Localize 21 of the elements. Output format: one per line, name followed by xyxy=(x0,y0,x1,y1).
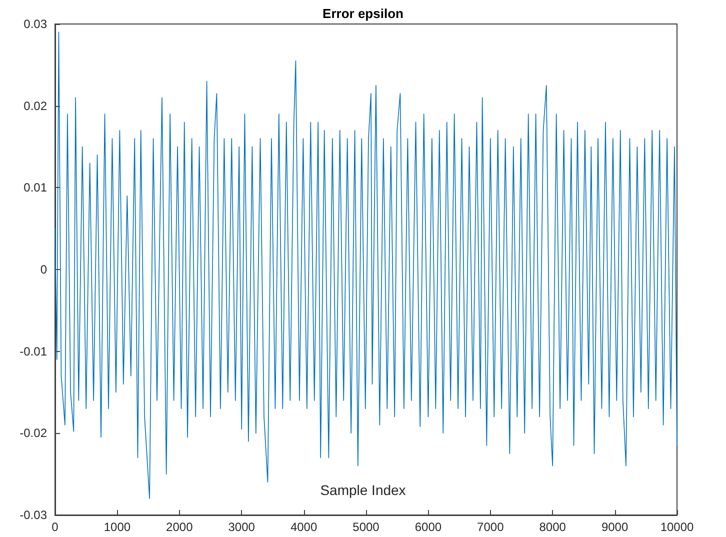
x-tick-label: 9000 xyxy=(601,520,628,534)
x-tick-label: 0 xyxy=(52,520,59,534)
y-tick-label: 0.02 xyxy=(24,98,48,113)
y-tick-label: 0 xyxy=(40,262,48,276)
y-tick-label: -0.01 xyxy=(20,344,48,358)
x-tick-label: 3000 xyxy=(228,520,256,534)
x-tick-label: 5000 xyxy=(352,520,380,534)
x-tick-label: 4000 xyxy=(290,520,318,534)
line-series xyxy=(54,32,678,500)
x-tick-label: 6000 xyxy=(414,520,442,534)
x-tick-label: 1000 xyxy=(104,520,131,534)
x-tick-label: 7000 xyxy=(477,520,504,534)
chart-title: Error epsilon xyxy=(322,6,404,21)
x-tick-label: 10000 xyxy=(660,520,694,534)
y-tick-label: -0.03 xyxy=(20,508,48,522)
x-tick-label: 8000 xyxy=(539,520,566,534)
y-tick-label: 0.03 xyxy=(24,17,48,31)
y-tick-label: -0.02 xyxy=(20,426,48,440)
y-tick-label: 0.01 xyxy=(24,180,48,195)
x-tick-label: 2000 xyxy=(166,520,194,534)
x-axis-title: Sample Index xyxy=(320,482,406,498)
